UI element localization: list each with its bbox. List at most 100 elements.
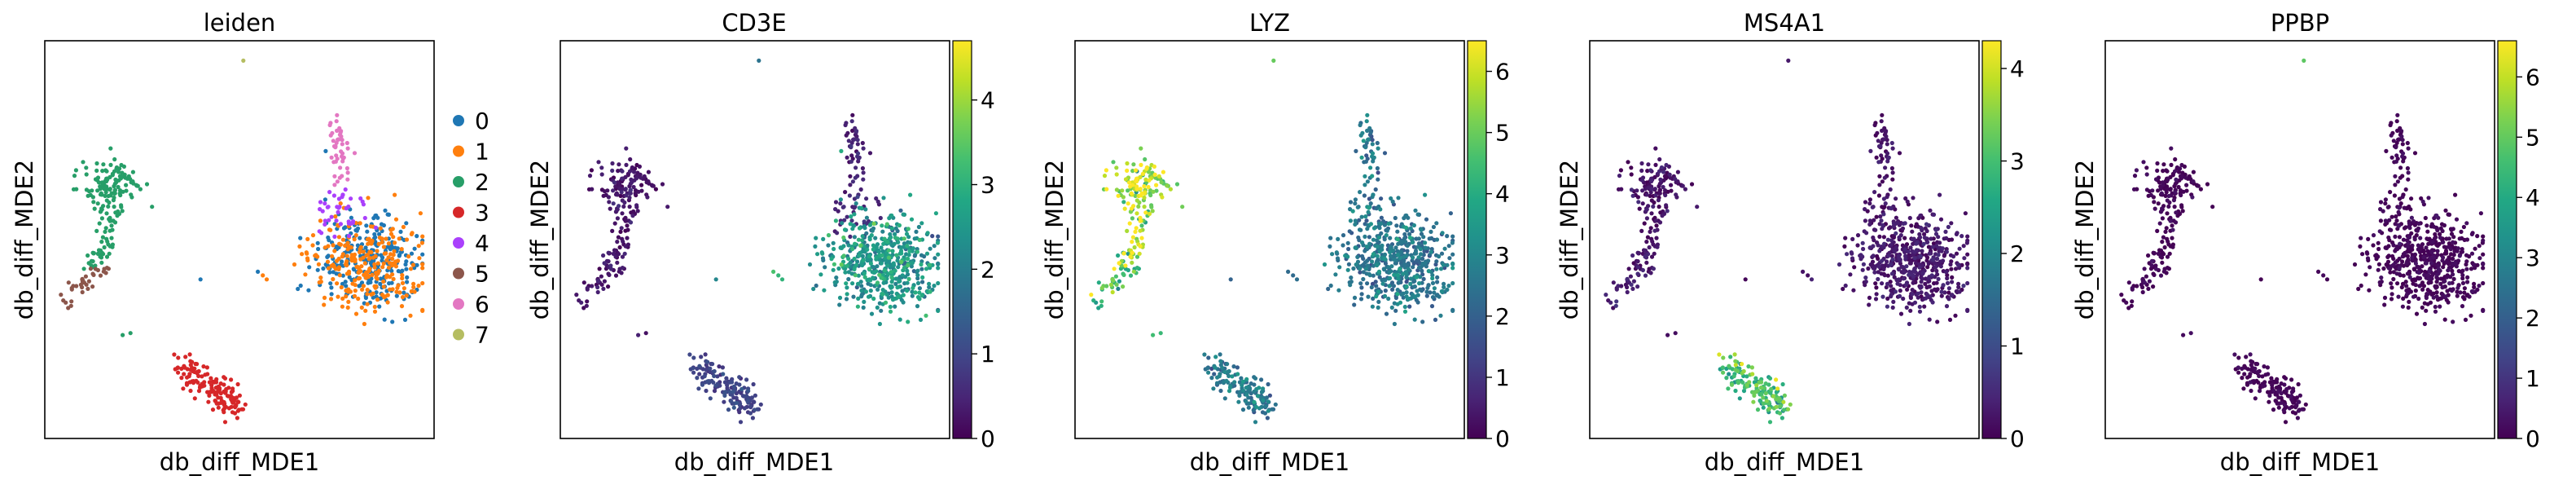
cell-point [1941, 283, 1946, 288]
cell-point [1202, 352, 1207, 357]
cell-point [1390, 199, 1395, 204]
cell-point [1643, 254, 1648, 259]
cell-point [59, 293, 64, 297]
cell-point [915, 268, 920, 273]
cell-point [1876, 193, 1881, 198]
cell-point [93, 267, 98, 271]
cell-point [2424, 261, 2429, 266]
cell-point [307, 265, 312, 270]
cell-point [372, 231, 377, 237]
cell-point [712, 373, 717, 378]
cell-point [1346, 246, 1351, 252]
cell-point [2451, 272, 2455, 277]
cell-point [826, 243, 831, 248]
cell-point [1253, 376, 1258, 381]
cell-point [1099, 303, 1104, 308]
cell-point [2433, 309, 2438, 314]
cell-point [1660, 214, 1665, 218]
cell-point [607, 272, 612, 277]
cell-point [2463, 317, 2468, 322]
cell-point [204, 365, 209, 370]
cell-point [1425, 285, 1430, 290]
cell-point [1946, 297, 1951, 302]
cell-point [2179, 162, 2184, 168]
cell-point [837, 295, 843, 300]
cell-point [1604, 293, 1608, 297]
cell-point [1220, 365, 1225, 370]
cell-point [1890, 177, 1895, 182]
cell-point [1378, 207, 1383, 212]
cell-point [896, 265, 901, 270]
cell-point [833, 218, 838, 223]
cell-point [877, 272, 882, 277]
cell-point [1919, 280, 1924, 284]
cell-point [1423, 245, 1428, 250]
cell-point [404, 267, 409, 271]
cell-point [1334, 250, 1339, 255]
cell-point [2465, 280, 2470, 284]
cell-point [1663, 192, 1668, 198]
cell-point [344, 271, 349, 276]
cell-point [1721, 355, 1726, 360]
cell-point [1151, 189, 1156, 194]
cell-point [1849, 250, 1854, 255]
cell-point [1116, 253, 1121, 258]
cell-point [138, 187, 143, 192]
cell-point [737, 410, 742, 415]
cell-point [1617, 174, 1622, 178]
cell-point [1767, 376, 1773, 381]
cell-point [1880, 258, 1885, 263]
cell-point [2394, 119, 2399, 124]
cell-point [1931, 258, 1936, 262]
cell-point [1626, 267, 1631, 271]
cell-point [875, 287, 880, 292]
cell-point [71, 187, 77, 192]
cell-point [705, 379, 710, 384]
cell-point [374, 290, 379, 295]
cell-point [400, 268, 405, 273]
cell-point [1371, 273, 1376, 278]
cell-point [1341, 243, 1345, 248]
cell-point [409, 251, 415, 256]
cell-point [1259, 377, 1264, 382]
cell-point [1927, 284, 1932, 289]
cell-point [1777, 411, 1783, 416]
cell-point [108, 162, 113, 167]
cell-point [2412, 252, 2418, 257]
cell-point [1206, 370, 1211, 375]
cell-point [2248, 380, 2253, 385]
cell-point [1626, 160, 1630, 165]
cell-point [2400, 254, 2405, 259]
cell-point [850, 179, 855, 184]
cell-point [1921, 241, 1926, 246]
cell-point [1383, 261, 1388, 266]
cell-point [1630, 253, 1635, 258]
cell-point [1657, 191, 1661, 196]
cell-point [606, 195, 612, 200]
cell-point [1376, 299, 1381, 304]
cell-point [1885, 142, 1889, 147]
cell-point [2444, 275, 2449, 280]
cell-point [2358, 244, 2363, 249]
cell-point [2409, 215, 2414, 220]
cell-point [1379, 215, 1384, 220]
cell-point [318, 275, 323, 280]
cell-point [1326, 286, 1331, 292]
cell-point [1965, 280, 1970, 286]
cell-point [331, 143, 337, 149]
cell-point [323, 222, 327, 227]
cell-point [1635, 250, 1640, 255]
cell-point [925, 231, 930, 236]
cell-point [2303, 402, 2308, 407]
cell-point [101, 162, 106, 167]
cell-point [584, 303, 589, 308]
cell-point [927, 281, 932, 286]
cell-point [2141, 160, 2146, 165]
cell-point [866, 294, 871, 299]
cell-point [737, 406, 743, 411]
cell-point [1879, 119, 1884, 124]
cell-point [209, 388, 214, 393]
cell-point [2451, 319, 2455, 324]
cell-point [2461, 224, 2466, 230]
cell-point [722, 399, 726, 404]
